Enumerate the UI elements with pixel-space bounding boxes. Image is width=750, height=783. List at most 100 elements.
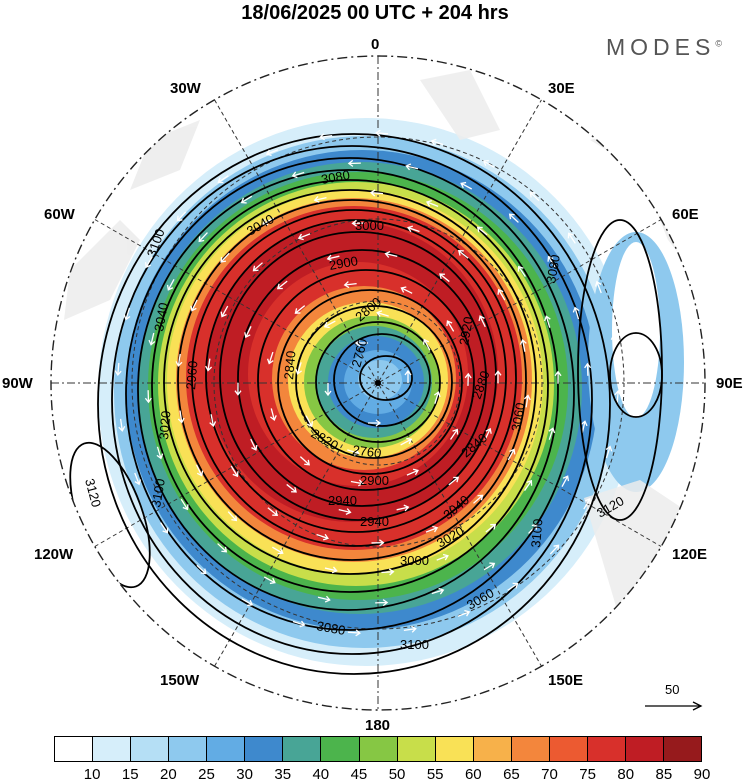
colorbar	[54, 736, 702, 762]
wind-arrow	[529, 191, 540, 202]
wind-arrow	[614, 390, 622, 404]
contour-label: 2760	[348, 337, 370, 369]
wind-arrow	[473, 494, 484, 504]
wind-arrow	[241, 598, 254, 607]
wind-arrow	[291, 171, 305, 179]
lon-label-30w: 30W	[170, 80, 201, 97]
meridian-line	[94, 219, 662, 547]
colorbar-cell	[169, 737, 208, 761]
contour-line	[237, 249, 487, 507]
wind-arrow	[610, 334, 618, 348]
wind-arrow	[460, 181, 473, 190]
wind-arrow	[350, 479, 364, 487]
parallel-circle	[213, 218, 543, 548]
wind-arrow	[507, 448, 516, 461]
wind-arrow	[144, 256, 153, 269]
wind-arrow	[369, 189, 384, 197]
wind-arrow	[299, 456, 311, 466]
colorbar-tick-label: 45	[350, 766, 368, 783]
wind-arrow	[160, 522, 169, 534]
wind-arrow	[270, 408, 277, 422]
wind-arrow	[376, 310, 389, 318]
wind-arrow	[217, 175, 229, 184]
wind-arrow	[148, 332, 156, 346]
colorbar-tick-label: 80	[617, 766, 635, 783]
wind-arrow	[422, 338, 431, 351]
wind-arrow	[543, 315, 551, 328]
wind-arrow	[425, 525, 439, 533]
wind-arrow	[431, 587, 445, 595]
wind-arrow	[519, 338, 527, 352]
wind-arrow	[316, 533, 329, 541]
wind-arrow	[209, 414, 217, 428]
contour-line	[177, 199, 527, 561]
wind-arrow	[177, 410, 185, 424]
contour-label: 2940	[328, 493, 357, 508]
map-boundary	[50, 55, 706, 711]
wind-arrow	[347, 629, 361, 637]
contour-label: 3100	[148, 477, 168, 508]
wind-arrow	[528, 523, 538, 534]
colorbar-cell	[131, 737, 170, 761]
colorbar-cell	[587, 737, 626, 761]
contour-label: 3100	[528, 518, 545, 548]
wind-arrow	[294, 305, 306, 314]
wind-arrow	[524, 479, 533, 492]
wind-arrow	[326, 254, 340, 262]
wind-vectors	[114, 129, 622, 637]
wind-arrow	[114, 362, 122, 376]
wind-arrow	[484, 427, 492, 440]
wind-arrow	[449, 428, 459, 440]
colorbar-tick-label: 50	[388, 766, 406, 783]
contour-label: 2960	[183, 360, 200, 390]
colorbar-tick-label: 70	[541, 766, 558, 783]
copyright-mark: ©	[715, 38, 722, 49]
wind-arrow	[266, 351, 274, 365]
wind-arrow	[263, 576, 276, 585]
wind-arrow	[457, 609, 471, 617]
wind-arrow	[240, 195, 253, 204]
wind-arrow	[375, 599, 389, 607]
wind-arrow	[276, 280, 288, 290]
reference-vector-label: 50	[665, 682, 680, 697]
wind-arrow	[230, 465, 239, 478]
wind-arrow	[400, 437, 413, 446]
wind-arrow	[176, 211, 187, 222]
colorbar-tick-label: 30	[236, 766, 253, 783]
wind-arrow	[508, 213, 519, 223]
contour-label: 2940	[360, 514, 389, 529]
contour-line	[191, 209, 517, 547]
wind-arrow	[196, 564, 207, 575]
colorbar-tick-label: 20	[160, 766, 177, 783]
wind-arrow	[190, 299, 198, 312]
colorbar-cell	[549, 737, 588, 761]
contour-line	[151, 179, 549, 593]
wind-arrow	[272, 546, 284, 555]
parallel-circle	[295, 300, 461, 466]
colorbar-tick-label: 35	[274, 766, 292, 783]
wind-arrow	[476, 226, 488, 236]
wind-arrow	[347, 448, 360, 456]
wind-arrow	[234, 382, 242, 396]
wind-arrow	[436, 553, 449, 561]
wind-arrow	[305, 415, 314, 428]
brand-text: MODES	[606, 34, 716, 60]
lon-label-150e: 150E	[548, 672, 584, 689]
wind-arrow	[354, 339, 368, 347]
wind-arrow	[572, 306, 580, 320]
wind-arrow	[205, 358, 213, 372]
wind-arrow	[584, 362, 592, 376]
contour-line	[333, 333, 431, 427]
wind-arrow	[433, 391, 441, 404]
wind-arrow	[400, 286, 413, 294]
contour-label: 3000	[355, 218, 384, 233]
contour-label: 2900	[360, 473, 389, 488]
colorbar-tick-label: 40	[312, 766, 330, 783]
wind-arrow	[381, 568, 395, 576]
colorbar-tick-label: 25	[198, 766, 215, 783]
wind-arrow	[324, 383, 332, 397]
wind-arrow	[118, 418, 126, 432]
contour-label: 3100	[400, 637, 429, 652]
wind-arrow	[368, 419, 382, 427]
wind-arrow	[425, 200, 439, 208]
